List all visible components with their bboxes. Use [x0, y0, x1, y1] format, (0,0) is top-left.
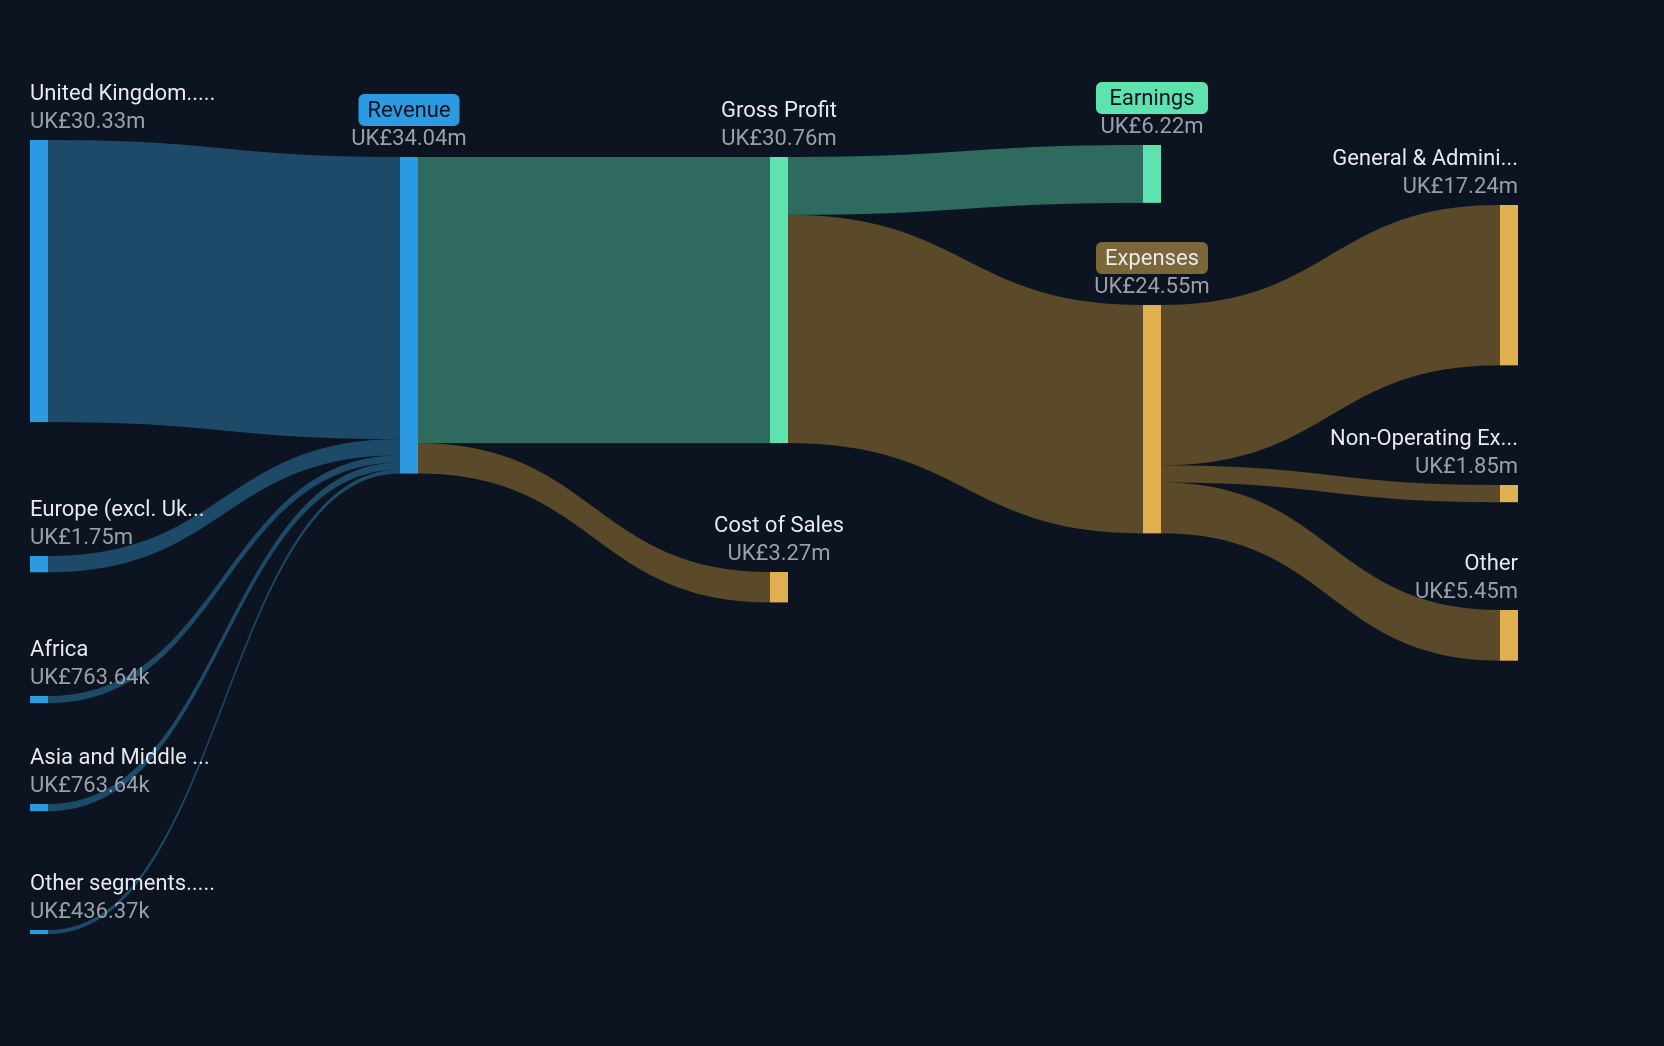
node-value-gross: UK£30.76m [721, 126, 836, 151]
node-title-ga: General & Admini... [1332, 146, 1518, 171]
node-title-revenue: Revenue [367, 98, 450, 123]
node-title-uk: United Kingdom..... [30, 81, 215, 106]
sankey-link-gross-earnings[interactable] [788, 145, 1143, 215]
sankey-node-asia[interactable] [30, 804, 48, 811]
node-title-nonop: Non-Operating Ex... [1330, 426, 1518, 451]
sankey-node-other[interactable] [1500, 610, 1518, 661]
sankey-node-europe[interactable] [30, 556, 48, 572]
node-value-expenses: UK£24.55m [1094, 274, 1209, 299]
node-value-ga: UK£17.24m [1403, 174, 1518, 199]
node-value-nonop: UK£1.85m [1415, 454, 1518, 479]
sankey-node-nonop[interactable] [1500, 485, 1518, 502]
node-title-africa: Africa [30, 637, 88, 662]
sankey-node-gross[interactable] [770, 157, 788, 443]
sankey-link-expenses-other[interactable] [1161, 483, 1500, 661]
node-title-europe: Europe (excl. Uk... [30, 497, 205, 522]
node-value-revenue: UK£34.04m [351, 126, 466, 151]
sankey-link-uk-revenue[interactable] [48, 140, 400, 439]
node-value-otherseg: UK£436.37k [30, 899, 150, 924]
node-value-earnings: UK£6.22m [1100, 114, 1203, 139]
sankey-node-expenses[interactable] [1143, 305, 1161, 533]
sankey-link-revenue-gross[interactable] [418, 157, 770, 443]
sankey-node-ga[interactable] [1500, 205, 1518, 365]
node-title-earnings: Earnings [1109, 86, 1194, 111]
node-value-asia: UK£763.64k [30, 773, 150, 798]
node-value-uk: UK£30.33m [30, 109, 145, 134]
sankey-node-revenue[interactable] [400, 157, 418, 474]
node-title-otherseg: Other segments..... [30, 871, 215, 896]
sankey-node-cos[interactable] [770, 572, 788, 602]
node-value-europe: UK£1.75m [30, 525, 133, 550]
sankey-node-uk[interactable] [30, 140, 48, 422]
sankey-link-gross-expenses[interactable] [788, 215, 1143, 533]
node-value-africa: UK£763.64k [30, 665, 150, 690]
node-title-expenses: Expenses [1105, 246, 1199, 271]
node-title-cos: Cost of Sales [714, 513, 844, 538]
node-title-gross: Gross Profit [721, 98, 837, 123]
node-title-asia: Asia and Middle ... [30, 745, 210, 770]
sankey-node-earnings[interactable] [1143, 145, 1161, 203]
node-title-other: Other [1464, 551, 1518, 576]
node-value-cos: UK£3.27m [727, 541, 830, 566]
sankey-chart: United Kingdom..... UK£30.33m Europe (excl… [0, 0, 1664, 1046]
sankey-node-africa[interactable] [30, 696, 48, 703]
sankey-node-otherseg[interactable] [30, 930, 48, 934]
node-value-other: UK£5.45m [1415, 579, 1518, 604]
